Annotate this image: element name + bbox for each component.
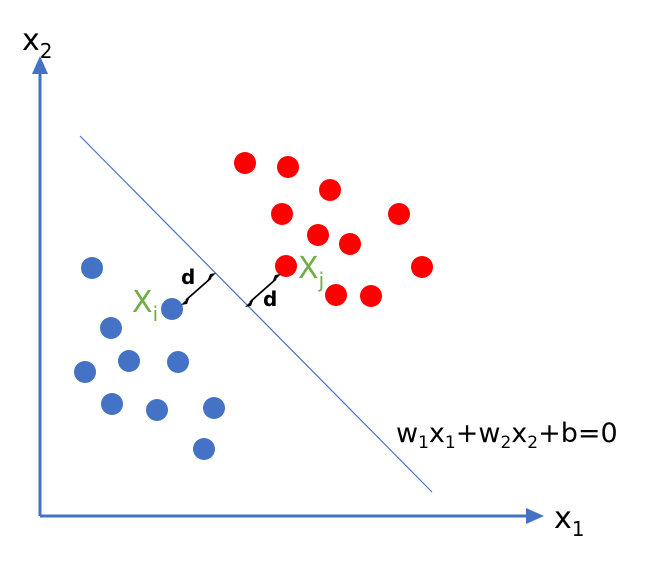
- blue-point: [193, 438, 215, 460]
- distance-arrow-left: [181, 273, 216, 305]
- x-axis-arrowhead: [526, 508, 544, 524]
- blue-point: [161, 298, 183, 320]
- y-axis-arrowhead: [32, 56, 48, 74]
- distance-arrow-right: [245, 274, 281, 307]
- red-point: [307, 224, 329, 246]
- blue-point: [167, 351, 189, 373]
- xj-label: Xj: [298, 251, 324, 292]
- blue-class-points: [74, 257, 225, 460]
- xj-label-subscript: j: [318, 268, 325, 292]
- red-point: [234, 152, 256, 174]
- xi-label: Xi: [132, 285, 158, 326]
- x-axis-label: x1: [554, 501, 585, 541]
- blue-point: [101, 393, 123, 415]
- red-point: [325, 284, 347, 306]
- red-point: [277, 156, 299, 178]
- distance-label-left: d: [181, 265, 195, 289]
- blue-point: [203, 397, 225, 419]
- red-point: [339, 233, 361, 255]
- red-point: [275, 255, 297, 277]
- red-point: [411, 256, 433, 278]
- y-axis-label-subscript: 2: [40, 39, 53, 63]
- blue-point: [81, 257, 103, 279]
- blue-point: [118, 350, 140, 372]
- blue-point: [100, 317, 122, 339]
- blue-point: [146, 399, 168, 421]
- red-point: [271, 203, 293, 225]
- red-point: [319, 179, 341, 201]
- red-point: [360, 285, 382, 307]
- x-axis-label-subscript: 1: [572, 517, 585, 541]
- y-axis-label: x2: [22, 23, 53, 63]
- axes: [32, 56, 544, 524]
- blue-point: [74, 361, 96, 383]
- xi-label-subscript: i: [153, 302, 159, 326]
- red-point: [388, 203, 410, 225]
- boundary-equation: w1x1+w2x2+b=0: [396, 418, 618, 453]
- distance-label-right: d: [263, 287, 277, 311]
- decision-boundary-line: [79, 135, 433, 493]
- red-class-points: [234, 152, 433, 307]
